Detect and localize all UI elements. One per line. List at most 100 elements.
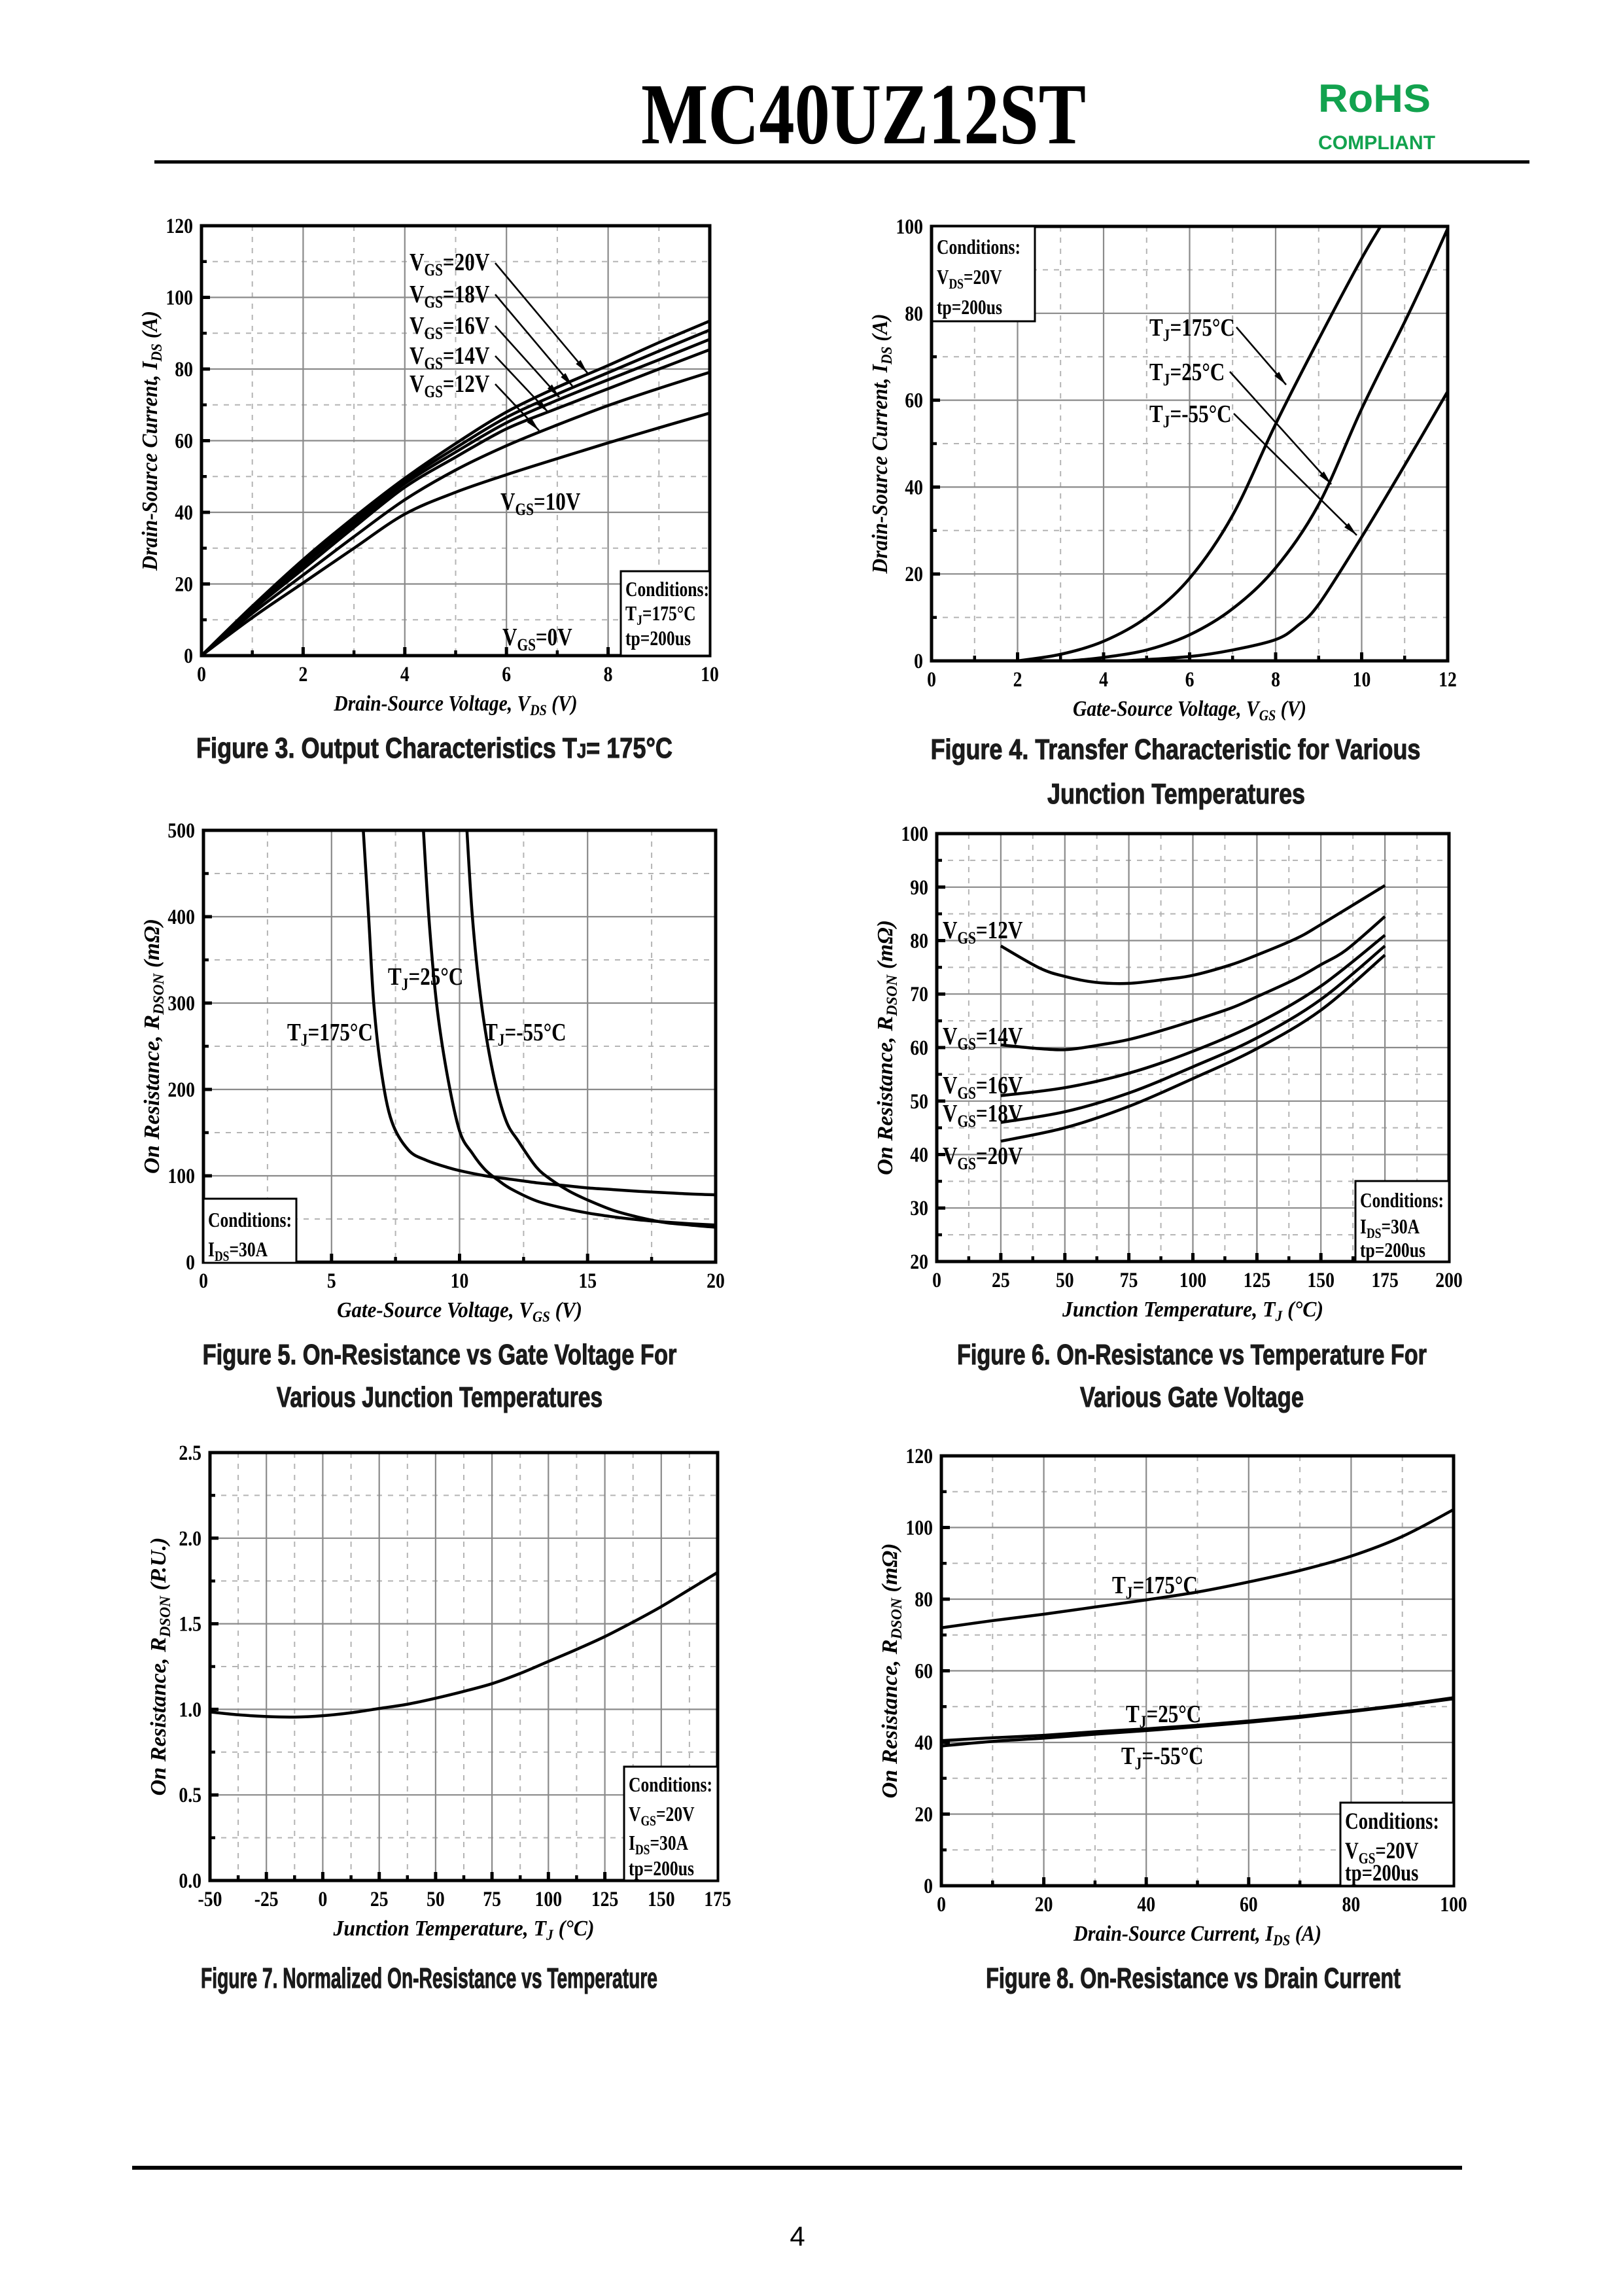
svg-text:300: 300 xyxy=(167,991,195,1016)
svg-text:8: 8 xyxy=(604,662,613,686)
svg-text:0: 0 xyxy=(914,649,923,673)
svg-text:100: 100 xyxy=(166,285,193,309)
svg-text:Figure 8. On-Resistance vs Dra: Figure 8. On-Resistance vs Drain Current xyxy=(986,1962,1401,1994)
svg-text:tp=200us: tp=200us xyxy=(625,627,691,650)
svg-text:Junction Temperatures: Junction Temperatures xyxy=(1047,778,1305,810)
svg-text:Conditions:: Conditions: xyxy=(1360,1189,1444,1212)
svg-text:100: 100 xyxy=(167,1164,195,1188)
svg-text:TJ=25°C: TJ=25°C xyxy=(1149,358,1225,389)
svg-text:Conditions:: Conditions: xyxy=(937,236,1021,258)
svg-text:0: 0 xyxy=(937,1892,946,1916)
svg-text:VGS=16V: VGS=16V xyxy=(410,311,489,343)
svg-text:Conditions:: Conditions: xyxy=(625,578,709,601)
svg-text:1.0: 1.0 xyxy=(179,1697,201,1722)
svg-text:400: 400 xyxy=(167,905,195,929)
svg-text:200: 200 xyxy=(1435,1268,1463,1292)
svg-text:VGS=20V: VGS=20V xyxy=(943,1142,1022,1173)
svg-text:VGS=16V: VGS=16V xyxy=(943,1071,1022,1103)
svg-text:VGS=18V: VGS=18V xyxy=(943,1099,1022,1131)
svg-text:200: 200 xyxy=(167,1078,195,1102)
svg-text:10: 10 xyxy=(1353,667,1371,692)
svg-text:120: 120 xyxy=(905,1444,933,1468)
svg-text:60: 60 xyxy=(1240,1892,1258,1916)
svg-text:Drain-Source Current, IDS (A): Drain-Source Current, IDS (A) xyxy=(1073,1920,1321,1949)
svg-text:On Resistance, RDSON (mΩ): On Resistance, RDSON (mΩ) xyxy=(873,920,900,1175)
svg-text:60: 60 xyxy=(905,388,923,412)
svg-text:Drain-Source Current, IDS (A): Drain-Source Current, IDS (A) xyxy=(138,311,165,571)
svg-text:20: 20 xyxy=(915,1802,933,1826)
svg-text:TJ=25°C: TJ=25°C xyxy=(388,963,463,994)
svg-text:4: 4 xyxy=(1099,667,1108,692)
svg-text:0: 0 xyxy=(927,667,936,692)
svg-text:40: 40 xyxy=(910,1142,928,1167)
svg-text:TJ=175°C: TJ=175°C xyxy=(287,1018,373,1050)
svg-text:2.5: 2.5 xyxy=(179,1441,201,1465)
svg-text:RoHS: RoHS xyxy=(1318,77,1431,120)
svg-text:90: 90 xyxy=(910,875,928,900)
svg-text:20: 20 xyxy=(707,1269,725,1293)
svg-text:0: 0 xyxy=(932,1268,941,1292)
svg-text:0: 0 xyxy=(924,1874,933,1898)
svg-text:0: 0 xyxy=(184,644,193,668)
svg-text:100: 100 xyxy=(905,1515,933,1540)
svg-text:80: 80 xyxy=(915,1587,933,1612)
svg-text:On Resistance, RDSON (P.U.): On Resistance, RDSON (P.U.) xyxy=(147,1537,173,1795)
svg-text:40: 40 xyxy=(905,475,923,499)
svg-text:125: 125 xyxy=(1244,1268,1271,1292)
svg-text:0: 0 xyxy=(318,1887,327,1911)
svg-text:500: 500 xyxy=(167,819,195,843)
svg-text:COMPLIANT: COMPLIANT xyxy=(1318,132,1436,154)
svg-text:80: 80 xyxy=(910,928,928,953)
svg-text:VGS=18V: VGS=18V xyxy=(410,280,489,311)
svg-text:TJ=-55°C: TJ=-55°C xyxy=(1149,400,1232,431)
svg-text:80: 80 xyxy=(905,302,923,326)
svg-text:MC40UZ12ST: MC40UZ12ST xyxy=(641,67,1086,163)
svg-text:20: 20 xyxy=(905,562,923,586)
svg-text:6: 6 xyxy=(502,662,511,686)
svg-text:6: 6 xyxy=(1185,667,1195,692)
svg-text:Figure 4. Transfer Characteris: Figure 4. Transfer Characteristic for Va… xyxy=(931,733,1421,766)
svg-text:2.0: 2.0 xyxy=(179,1527,201,1551)
svg-text:75: 75 xyxy=(1120,1268,1138,1292)
svg-text:tp=200us: tp=200us xyxy=(629,1857,694,1880)
svg-text:60: 60 xyxy=(910,1036,928,1060)
svg-text:60: 60 xyxy=(175,429,193,453)
svg-text:0: 0 xyxy=(197,662,206,686)
svg-text:Figure 5. On-Resistance vs Gat: Figure 5. On-Resistance vs Gate Voltage … xyxy=(203,1339,677,1371)
svg-text:8: 8 xyxy=(1271,667,1280,692)
svg-text:40: 40 xyxy=(1137,1892,1155,1916)
svg-text:Figure 7. Normalized On-Resist: Figure 7. Normalized On-Resistance vs Te… xyxy=(201,1962,657,1994)
svg-text:TJ=175°C: TJ=175°C xyxy=(1112,1571,1198,1602)
svg-text:5: 5 xyxy=(327,1269,336,1293)
svg-text:4: 4 xyxy=(790,2221,805,2252)
svg-text:0: 0 xyxy=(186,1250,195,1275)
svg-text:On Resistance, RDSON (mΩ): On Resistance, RDSON (mΩ) xyxy=(140,919,167,1174)
svg-text:VGS=12V: VGS=12V xyxy=(410,370,489,401)
svg-text:40: 40 xyxy=(915,1731,933,1755)
svg-text:-50: -50 xyxy=(198,1887,222,1911)
svg-text:1.5: 1.5 xyxy=(179,1612,201,1636)
svg-text:-25: -25 xyxy=(254,1887,279,1911)
svg-text:175: 175 xyxy=(704,1887,731,1911)
svg-text:10: 10 xyxy=(451,1269,469,1293)
svg-text:100: 100 xyxy=(1440,1892,1467,1916)
svg-text:100: 100 xyxy=(535,1887,563,1911)
svg-text:20: 20 xyxy=(175,572,193,596)
svg-text:TJ=25°C: TJ=25°C xyxy=(1126,1700,1201,1731)
svg-text:0: 0 xyxy=(199,1269,208,1293)
svg-text:60: 60 xyxy=(915,1659,933,1683)
svg-text:IDS=30A: IDS=30A xyxy=(629,1831,688,1858)
svg-text:IDS=30A: IDS=30A xyxy=(1360,1215,1420,1241)
svg-text:tp=200us: tp=200us xyxy=(1345,1860,1418,1886)
svg-text:Various Junction Temperatures: Various Junction Temperatures xyxy=(277,1382,602,1413)
svg-text:0.5: 0.5 xyxy=(179,1783,201,1807)
svg-text:125: 125 xyxy=(591,1887,619,1911)
svg-text:VGS=14V: VGS=14V xyxy=(943,1022,1022,1053)
svg-text:VGS=0V: VGS=0V xyxy=(502,623,572,654)
svg-text:VGS=10V: VGS=10V xyxy=(500,487,580,519)
svg-text:VGS=20V: VGS=20V xyxy=(410,248,489,279)
svg-text:Conditions:: Conditions: xyxy=(1345,1809,1439,1835)
svg-text:50: 50 xyxy=(1056,1268,1074,1292)
svg-text:175: 175 xyxy=(1371,1268,1399,1292)
svg-text:150: 150 xyxy=(648,1887,675,1911)
